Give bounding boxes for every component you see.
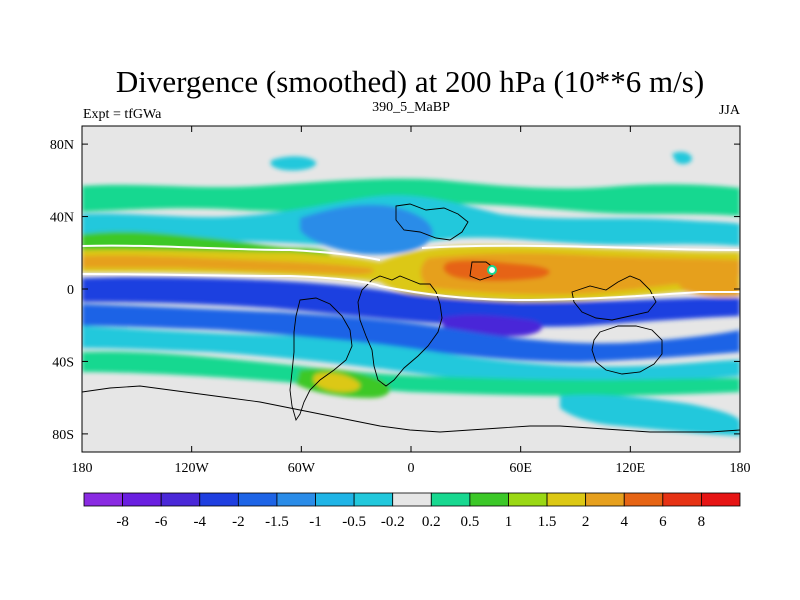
y-tick-label: 80S bbox=[52, 428, 74, 443]
y-tick-label: 0 bbox=[67, 283, 74, 298]
coastline-africa bbox=[357, 275, 443, 387]
colorbar-swatch bbox=[546, 492, 587, 507]
run-label: 390_5_MaBP bbox=[372, 100, 450, 115]
divergence-maximum-marker bbox=[487, 265, 497, 275]
contour-blue-equator bbox=[82, 277, 740, 327]
coastline-australia bbox=[591, 325, 663, 375]
experiment-label: Expt = tfGWa bbox=[83, 107, 162, 122]
colorbar-label: -0.2 bbox=[381, 514, 405, 530]
colorbar-swatch bbox=[623, 492, 664, 507]
colorbar-swatch bbox=[353, 492, 394, 507]
colorbar-label: -8 bbox=[116, 514, 129, 530]
contour-cyan-south bbox=[82, 326, 740, 384]
colorbar-swatch bbox=[392, 492, 432, 507]
x-axis-ticks: 180 120W 60W 0 60E 120E 180 bbox=[72, 126, 751, 476]
x-tick-label: 120W bbox=[175, 461, 210, 476]
colorbar-swatch bbox=[585, 492, 625, 507]
contour-cyan-patch-northeast bbox=[672, 151, 692, 165]
colorbar-swatch bbox=[469, 492, 509, 507]
coastline-south-america bbox=[289, 297, 353, 422]
colorbar-swatch bbox=[160, 492, 201, 507]
x-tick-label: 180 bbox=[730, 461, 751, 476]
colorbar-label: 2 bbox=[582, 514, 590, 530]
map-title: Divergence (smoothed) at 200 hPa (10**6 … bbox=[116, 64, 704, 99]
colorbar-label: -4 bbox=[194, 514, 207, 530]
contour-blue-north bbox=[300, 204, 433, 255]
y-tick-label: 40N bbox=[50, 211, 74, 226]
colorbar-swatch bbox=[430, 492, 471, 507]
colorbar-swatch bbox=[83, 492, 123, 507]
coastlines bbox=[82, 203, 740, 433]
colorbar-label: 6 bbox=[659, 514, 667, 530]
colorbar-swatch bbox=[199, 492, 239, 507]
colorbar-swatch bbox=[315, 492, 355, 507]
colorbar-swatch bbox=[122, 492, 162, 507]
map-area bbox=[82, 126, 740, 452]
colorbar-swatch bbox=[237, 492, 278, 507]
y-tick-label: 80N bbox=[50, 138, 74, 153]
colorbar: -8 -6 -4 -2 -1.5 -1 -0.5 -0.2 0.2 0.5 1 1.5 2 4 6 8 bbox=[83, 492, 741, 530]
contour-midblue-south bbox=[82, 304, 740, 362]
colorbar-label: -6 bbox=[155, 514, 168, 530]
coastline-antarctica bbox=[82, 385, 740, 433]
colorbar-label: 8 bbox=[698, 514, 706, 530]
colorbar-label: 0.5 bbox=[461, 514, 480, 530]
zero-contour-lines bbox=[82, 244, 740, 302]
contour-green-south bbox=[82, 351, 740, 396]
x-tick-label: 120E bbox=[616, 461, 646, 476]
coastline-maritime-continent bbox=[571, 275, 657, 321]
zero-contour-east bbox=[421, 244, 740, 251]
x-tick-label: 180 bbox=[72, 461, 93, 476]
colorbar-label: 4 bbox=[620, 514, 628, 530]
colorbar-label: -1 bbox=[309, 514, 322, 530]
colorbar-label: -1.5 bbox=[265, 514, 289, 530]
contour-yellow-south bbox=[313, 372, 361, 392]
contour-orange-equator bbox=[82, 255, 374, 275]
x-tick-label: 60E bbox=[509, 461, 532, 476]
contour-cyan-high-south bbox=[560, 394, 740, 436]
coastline-middle-east bbox=[395, 203, 469, 241]
colorbar-label: 0.2 bbox=[422, 514, 441, 530]
x-tick-label: 0 bbox=[408, 461, 415, 476]
zero-contour-north bbox=[82, 244, 381, 261]
contour-cyan-patch-north bbox=[270, 156, 317, 171]
x-tick-label: 60W bbox=[288, 461, 316, 476]
colorbar-label: -0.5 bbox=[342, 514, 366, 530]
colorbar-label: -2 bbox=[232, 514, 245, 530]
season-label: JJA bbox=[719, 103, 741, 118]
colorbar-swatch bbox=[662, 492, 702, 507]
y-tick-label: 40S bbox=[52, 355, 74, 370]
colorbar-label: 1.5 bbox=[538, 514, 557, 530]
colorbar-label: 1 bbox=[505, 514, 513, 530]
coastline-arabia bbox=[469, 261, 495, 281]
y-axis-ticks: 80N 40N 0 40S 80S bbox=[50, 138, 740, 443]
zero-contour-south bbox=[82, 273, 740, 302]
colorbar-swatch bbox=[508, 492, 548, 507]
contour-orange-patch bbox=[678, 272, 740, 297]
colorbar-swatch bbox=[276, 492, 316, 507]
colorbar-swatch bbox=[701, 492, 741, 507]
